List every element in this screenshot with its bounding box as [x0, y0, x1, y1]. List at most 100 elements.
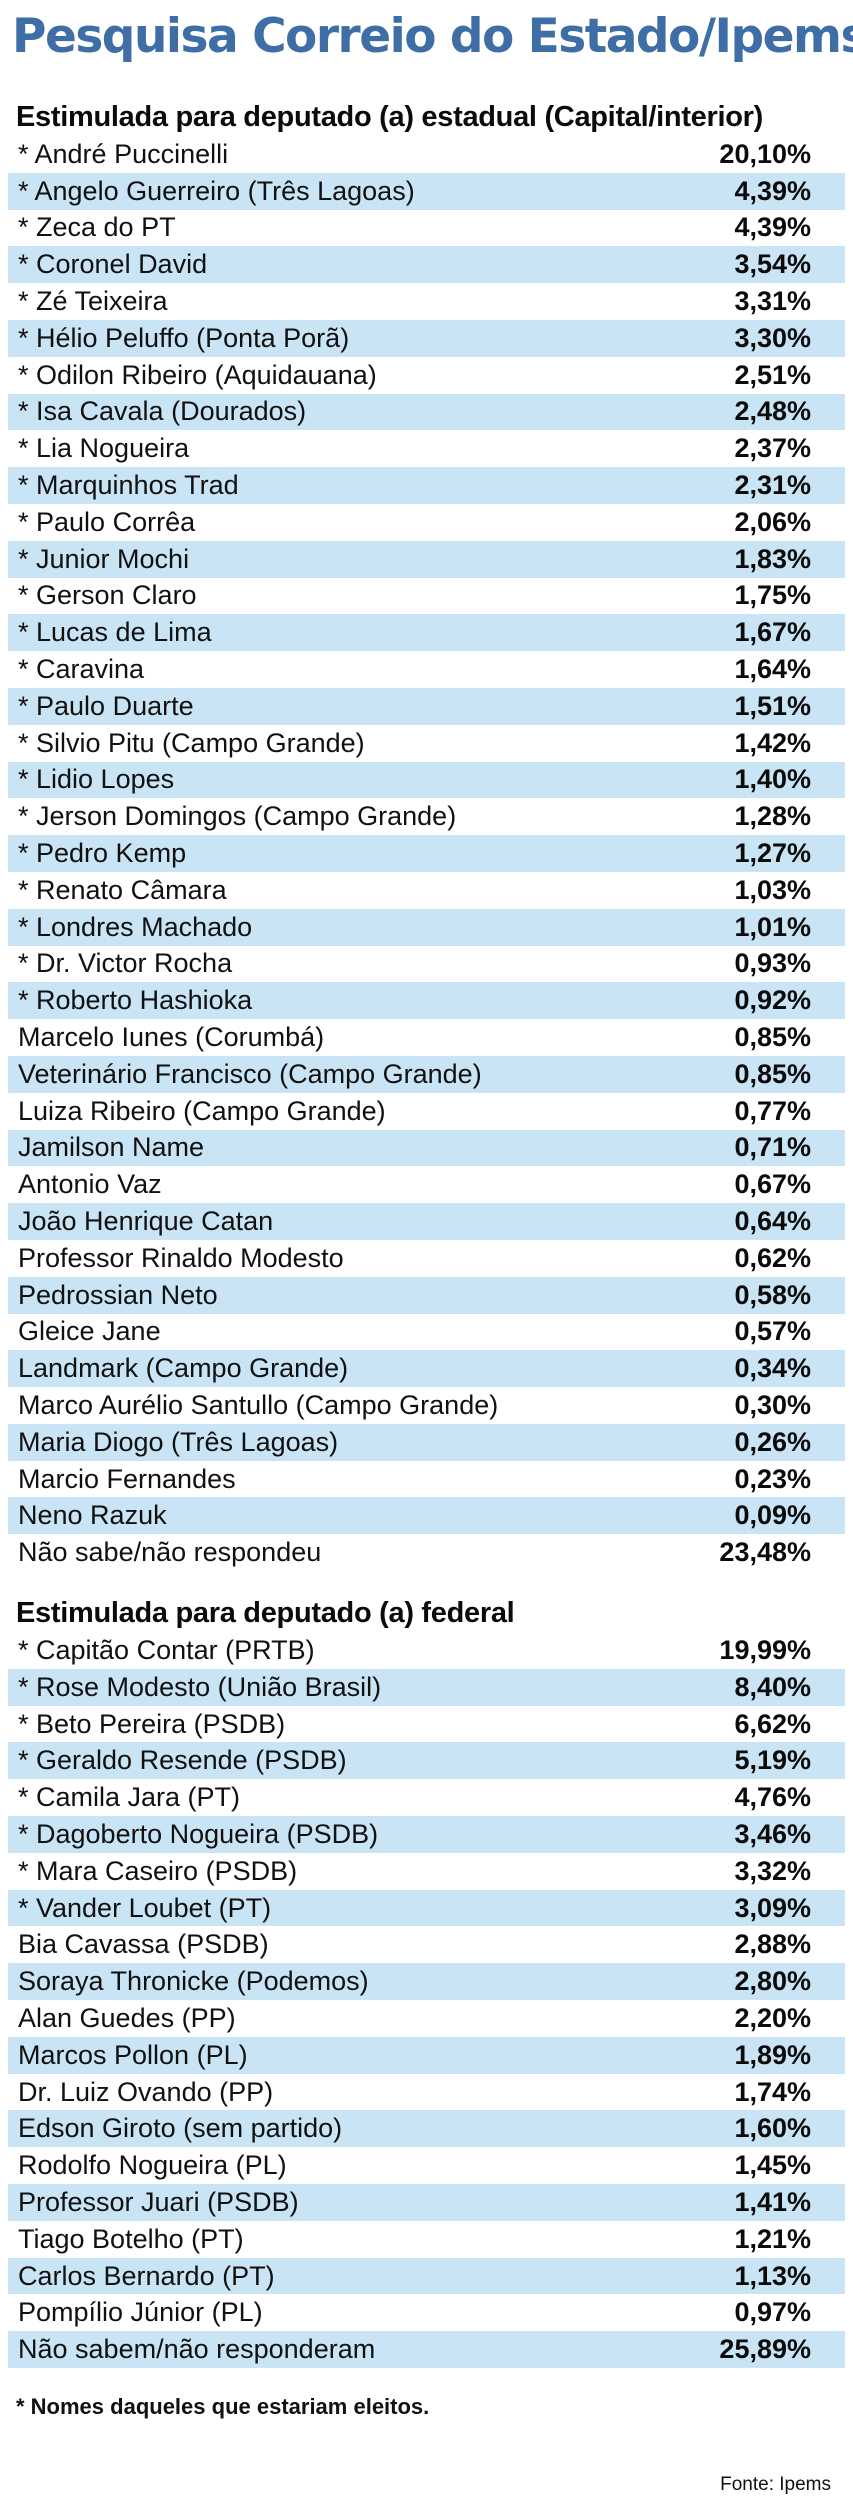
candidate-name: * Caravina [18, 654, 145, 685]
candidate-percentage: 1,40% [734, 764, 811, 795]
candidate-name: * Geraldo Resende (PSDB) [18, 1745, 347, 1776]
candidate-name: Pedrossian Neto [18, 1279, 218, 1310]
candidate-name: Marcos Pollon (PL) [18, 2039, 248, 2070]
table-row: * Paulo Corrêa 2,06% [8, 504, 845, 541]
candidate-name: João Henrique Catan [18, 1206, 274, 1236]
candidate-percentage: 1,74% [734, 2076, 811, 2107]
candidate-name: * Roberto Hashioka [18, 985, 253, 1016]
candidate-name: Não sabem/não responderam [18, 2334, 376, 2365]
table-row: * Vander Loubet (PT) 3,09% [8, 1889, 845, 1927]
candidate-name: * Dagoberto Nogueira (PSDB) [18, 1818, 379, 1849]
table-row: * Junior Mochi 1,83% [8, 540, 845, 578]
table-row: * Gerson Claro 1,75% [8, 578, 845, 615]
candidate-name: * Paulo Duarte [18, 690, 194, 721]
candidate-percentage: 0,85% [734, 1022, 811, 1053]
table-row: Rodolfo Nogueira (PL) 1,45% [8, 2147, 845, 2184]
candidate-name: Veterinário Francisco (Campo Grande) [18, 1058, 482, 1089]
table-row: Não sabe/não respondeu 23,48% [8, 1534, 845, 1571]
candidate-name: Gleice Jane [18, 1316, 161, 1347]
candidate-percentage: 0,26% [734, 1426, 811, 1457]
table-row: Dr. Luiz Ovando (PP) 1,74% [8, 2074, 845, 2111]
candidate-percentage: 0,97% [734, 2297, 811, 2328]
candidate-percentage: 1,42% [734, 727, 811, 758]
source-credit: Fonte: Ipems [720, 2474, 831, 2495]
candidate-name: * Rose Modesto (União Brasil) [18, 1671, 382, 1702]
candidate-percentage: 1,89% [734, 2039, 811, 2070]
candidate-percentage: 1,27% [734, 838, 811, 869]
candidate-name: * Angelo Guerreiro (Três Lagoas) [18, 175, 415, 206]
candidate-name: * Lia Nogueira [18, 433, 190, 464]
title-bar: Pesquisa Correio do Estado/Ipems [0, 0, 853, 76]
candidate-percentage: 20,10% [719, 138, 811, 169]
table-row: Carlos Bernardo (PT) 1,13% [8, 2257, 845, 2295]
federal-deputy-table: * Capitão Contar (PRTB) 19,99% * Rose Mode… [8, 1632, 845, 2369]
table-row: Marcelo Iunes (Corumbá) 0,85% [8, 1019, 845, 1056]
candidate-percentage: 2,37% [734, 433, 811, 464]
table-row: * Rose Modesto (União Brasil) 8,40% [8, 1668, 845, 1706]
candidate-percentage: 2,48% [734, 396, 811, 427]
table-row: * Paulo Duarte 1,51% [8, 687, 845, 725]
footnote: * Nomes daqueles que estariam eleitos. [16, 2394, 430, 2420]
table-row: João Henrique Catan 0,64% [8, 1203, 845, 1240]
table-row: Gleice Jane 0,57% [8, 1314, 845, 1351]
candidate-name: * Renato Câmara [18, 874, 227, 905]
candidate-name: Marco Aurélio Santullo (Campo Grande) [18, 1389, 499, 1420]
candidate-name: * Zé Teixeira [18, 286, 168, 317]
table-row: * Dr. Victor Rocha 0,93% [8, 946, 845, 983]
table-row: * Angelo Guerreiro (Três Lagoas) 4,39% [8, 172, 845, 210]
candidate-percentage: 1,64% [734, 654, 811, 685]
table-row: Bia Cavassa (PSDB) 2,88% [8, 1926, 845, 1963]
table-row: Jamilson Name 0,71% [8, 1129, 845, 1167]
candidate-percentage: 3,46% [734, 1818, 811, 1849]
candidate-percentage: 0,77% [734, 1095, 811, 1126]
candidate-name: Pompílio Júnior (PL) [18, 2297, 263, 2328]
candidate-percentage: 0,85% [734, 1058, 811, 1089]
table-row: Maria Diogo (Três Lagoas) 0,26% [8, 1423, 845, 1461]
table-row: * Isa Cavala (Dourados) 2,48% [8, 393, 845, 431]
candidate-name: * Junior Mochi [18, 543, 190, 574]
candidate-name: * Capitão Contar (PRTB) [18, 1634, 315, 1665]
candidate-percentage: 3,31% [734, 286, 811, 317]
candidate-percentage: 0,64% [734, 1206, 811, 1236]
candidate-name: * Isa Cavala (Dourados) [18, 396, 307, 427]
candidate-percentage: 0,93% [734, 948, 811, 979]
table-row: * Roberto Hashioka 0,92% [8, 982, 845, 1020]
candidate-name: * Dr. Victor Rocha [18, 948, 233, 979]
table-row: * Renato Câmara 1,03% [8, 872, 845, 909]
candidate-percentage: 4,39% [734, 212, 811, 243]
candidate-name: Edson Giroto (sem partido) [18, 2113, 343, 2144]
table-row: * André Puccinelli 20,10% [8, 136, 845, 173]
candidate-percentage: 1,67% [734, 617, 811, 648]
table-row: * Jerson Domingos (Campo Grande) 1,28% [8, 798, 845, 835]
table-row: Landmark (Campo Grande) 0,34% [8, 1350, 845, 1388]
candidate-name: * Londres Machado [18, 911, 253, 942]
table-row: * Mara Caseiro (PSDB) 3,32% [8, 1853, 845, 1890]
candidate-name: * Gerson Claro [18, 580, 197, 611]
candidate-name: Professor Juari (PSDB) [18, 2186, 299, 2217]
candidate-percentage: 0,09% [734, 1500, 811, 1531]
candidate-name: * Pedro Kemp [18, 838, 187, 869]
table-row: * Lia Nogueira 2,37% [8, 430, 845, 467]
candidate-name: * André Puccinelli [18, 138, 229, 169]
candidate-name: * Mara Caseiro (PSDB) [18, 1855, 298, 1886]
table-row: Marcio Fernandes 0,23% [8, 1461, 845, 1498]
table-row: * Lucas de Lima 1,67% [8, 614, 845, 652]
candidate-percentage: 3,54% [734, 249, 811, 280]
candidate-percentage: 1,75% [734, 580, 811, 611]
candidate-name: * Lidio Lopes [18, 764, 175, 795]
table-row: Professor Rinaldo Modesto 0,62% [8, 1240, 845, 1277]
candidate-percentage: 1,28% [734, 801, 811, 832]
candidate-name: Dr. Luiz Ovando (PP) [18, 2076, 274, 2107]
candidate-percentage: 1,45% [734, 2150, 811, 2181]
table-row: * Odilon Ribeiro (Aquidauana) 2,51% [8, 357, 845, 394]
candidate-percentage: 0,92% [734, 985, 811, 1016]
table-row: * Beto Pereira (PSDB) 6,62% [8, 1706, 845, 1743]
candidate-percentage: 2,06% [734, 506, 811, 537]
table-row: * Silvio Pitu (Campo Grande) 1,42% [8, 725, 845, 762]
candidate-name: * Silvio Pitu (Campo Grande) [18, 727, 365, 758]
candidate-name: Professor Rinaldo Modesto [18, 1242, 344, 1273]
candidate-name: Neno Razuk [18, 1500, 167, 1531]
candidate-name: * Jerson Domingos (Campo Grande) [18, 801, 457, 832]
table-row: * Caravina 1,64% [8, 651, 845, 688]
table-row: Tiago Botelho (PT) 1,21% [8, 2221, 845, 2258]
